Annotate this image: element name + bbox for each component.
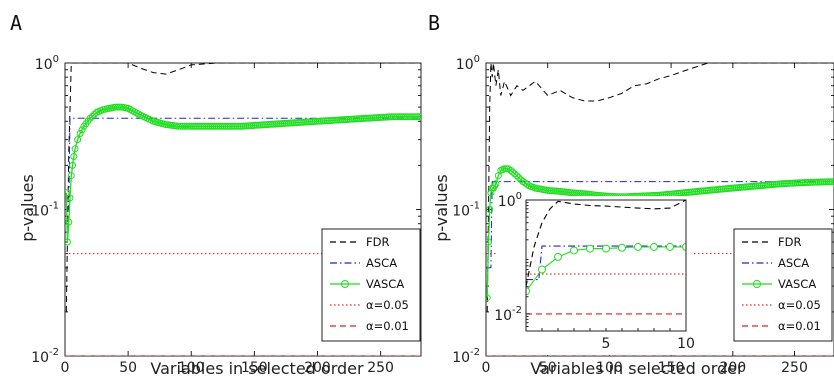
vasca-marker bbox=[507, 166, 515, 174]
inset-vasca-marker bbox=[570, 246, 578, 255]
vasca-marker bbox=[515, 174, 523, 182]
y-tick-label: 100 bbox=[35, 54, 59, 73]
x-tick-label: 0 bbox=[482, 360, 491, 376]
vasca-marker bbox=[830, 178, 834, 186]
legend-label: FDR bbox=[366, 235, 389, 249]
inset-vasca-marker bbox=[602, 244, 610, 253]
x-tick-label: 250 bbox=[367, 360, 394, 376]
inset-background bbox=[498, 196, 692, 355]
inset-series-ASCA bbox=[526, 245, 686, 281]
vasca-marker bbox=[492, 180, 500, 188]
inset-y-tick-label: 10-2 bbox=[494, 305, 522, 324]
inset-vasca-marker bbox=[538, 265, 546, 274]
legend-label: VASCA bbox=[778, 277, 816, 291]
vasca-marker bbox=[826, 178, 834, 186]
x-tick-label: 50 bbox=[539, 360, 557, 376]
legend-marker bbox=[753, 280, 761, 288]
vasca-marker bbox=[78, 126, 86, 134]
legend-box bbox=[321, 228, 421, 342]
legend-label: FDR bbox=[778, 235, 801, 249]
series-line-ASCA bbox=[487, 181, 834, 269]
vasca-marker bbox=[70, 153, 78, 160]
inset-vasca-marker bbox=[666, 242, 674, 251]
legend-label: VASCA bbox=[366, 277, 404, 291]
vasca-marker bbox=[67, 172, 75, 180]
inset-vasca-marker bbox=[650, 242, 658, 251]
y-tick-label: 100 bbox=[456, 54, 480, 73]
vasca-marker bbox=[76, 130, 84, 137]
legend-label: ASCA bbox=[778, 256, 809, 270]
x-tick-label: 0 bbox=[61, 360, 70, 376]
x-tick-label: 250 bbox=[781, 360, 808, 376]
inset-x-tick-label: 10 bbox=[677, 336, 695, 352]
vasca-marker bbox=[523, 180, 531, 188]
y-tick-label: 10-2 bbox=[31, 347, 59, 366]
x-tick-label: 150 bbox=[241, 360, 268, 376]
x-tick-label: 100 bbox=[178, 360, 205, 376]
panel-a-xticks: 0 50 100 150 200 250 bbox=[61, 63, 394, 376]
vasca-marker bbox=[486, 206, 494, 213]
vasca-marker bbox=[71, 145, 79, 153]
vasca-marker bbox=[69, 161, 77, 169]
inset-vasca-marker bbox=[526, 287, 530, 296]
panel-a: A p-values Variables in selected order 1… bbox=[10, 11, 422, 378]
x-tick-label: 150 bbox=[658, 360, 685, 376]
vasca-marker bbox=[65, 238, 71, 246]
legend-label: α=0.05 bbox=[778, 298, 821, 312]
panel-b-letter: B bbox=[428, 11, 440, 35]
legend-label: ASCA bbox=[366, 256, 397, 270]
y-tick-label: 10-2 bbox=[452, 347, 480, 366]
legend-box bbox=[733, 228, 833, 342]
inset-vasca-marker bbox=[618, 243, 626, 252]
vasca-marker bbox=[65, 218, 73, 226]
legend-label: α=0.05 bbox=[366, 298, 409, 312]
panel-a-legend: FDR ASCA VASCA α=0.05 α=0.01 bbox=[321, 228, 421, 342]
inset-vasca-marker bbox=[634, 242, 642, 251]
panel-b: B p-values Variables in selected order 1… bbox=[428, 11, 834, 378]
vasca-marker bbox=[417, 113, 421, 121]
x-tick-label: 200 bbox=[304, 360, 331, 376]
vasca-marker bbox=[486, 294, 491, 302]
vasca-marker bbox=[65, 189, 70, 197]
vasca-marker bbox=[509, 168, 517, 176]
x-tick-label: 100 bbox=[596, 360, 623, 376]
vasca-marker bbox=[511, 170, 519, 178]
y-tick-label: 10-1 bbox=[452, 201, 480, 220]
inset-series-FDR bbox=[526, 200, 686, 287]
x-tick-label: 200 bbox=[719, 360, 746, 376]
legend-marker bbox=[341, 280, 349, 288]
series-line-VASCA bbox=[65, 106, 421, 243]
x-tick-label: 50 bbox=[119, 360, 137, 376]
vasca-marker bbox=[501, 165, 508, 173]
vasca-marker bbox=[413, 113, 421, 121]
vasca-marker bbox=[415, 113, 421, 121]
vasca-marker bbox=[66, 194, 74, 202]
legend-label: α=0.01 bbox=[366, 319, 409, 333]
inset-vasca-marker bbox=[586, 244, 594, 253]
inset-vasca-marker bbox=[682, 242, 686, 251]
vasca-marker bbox=[74, 136, 82, 144]
panel-b-legend: FDR ASCA VASCA α=0.05 α=0.01 bbox=[733, 228, 833, 342]
vasca-marker bbox=[513, 172, 521, 180]
vasca-marker bbox=[486, 238, 492, 246]
vasca-marker bbox=[86, 114, 94, 122]
inset-x-tick-label: 5 bbox=[602, 336, 611, 352]
panel-a-xlabel: Variables in selected order bbox=[150, 359, 364, 378]
y-tick-label: 10-1 bbox=[31, 201, 59, 220]
series-line-ASCA bbox=[66, 117, 421, 210]
series-line-FDR bbox=[486, 63, 834, 312]
inset-y-tick-label: 100 bbox=[498, 191, 522, 210]
panel-b-xlabel: Variables in selected order bbox=[530, 359, 744, 378]
panel-a-ylabel: p-values bbox=[18, 174, 37, 242]
panel-b-inset: 100 10-2 5 10 bbox=[494, 191, 695, 355]
vasca-marker bbox=[88, 112, 96, 120]
panel-b-ylabel: p-values bbox=[432, 174, 451, 242]
inset-vasca-marker bbox=[554, 252, 562, 261]
panel-a-letter: A bbox=[10, 11, 22, 35]
legend-label: α=0.01 bbox=[778, 319, 821, 333]
